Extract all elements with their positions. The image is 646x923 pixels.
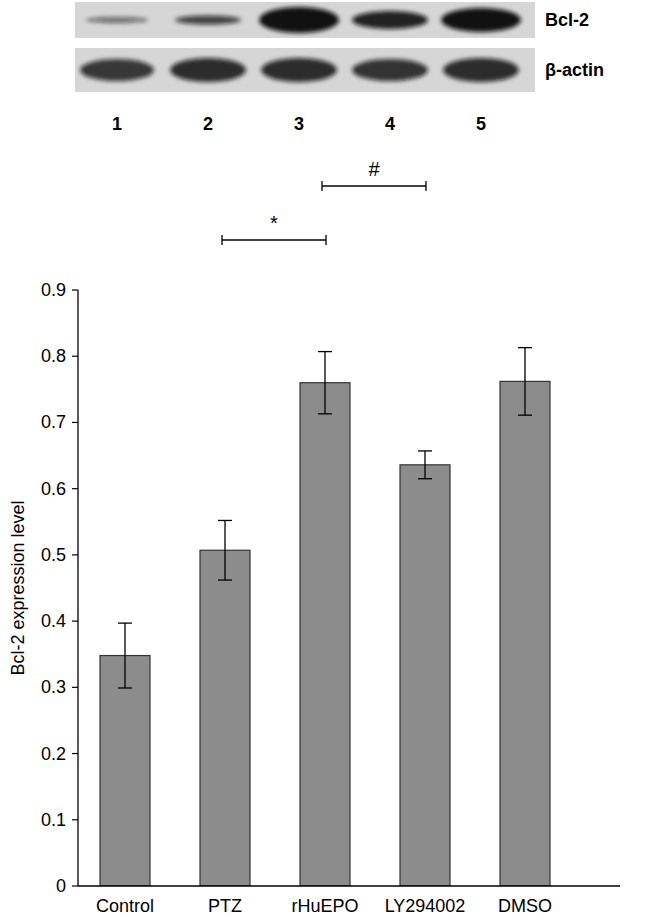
y-tick-label: 0.5 bbox=[41, 545, 66, 565]
blot-row-label: Bcl-2 bbox=[545, 10, 589, 30]
bar bbox=[500, 381, 550, 886]
error-line bbox=[224, 520, 225, 580]
significance-marker: * bbox=[270, 212, 278, 234]
y-axis-label: Bcl-2 expression level bbox=[8, 500, 28, 675]
y-tick-label: 0.3 bbox=[41, 677, 66, 697]
error-cap bbox=[318, 413, 332, 414]
error-line bbox=[124, 623, 125, 688]
error-line bbox=[424, 451, 425, 479]
blot-bands bbox=[80, 58, 519, 82]
y-tick-label: 0.7 bbox=[41, 412, 66, 432]
y-tick bbox=[72, 753, 78, 754]
significance-bracket-end bbox=[321, 181, 322, 191]
significance-bracket-end bbox=[325, 235, 326, 245]
lane-label: 3 bbox=[294, 114, 304, 134]
bar bbox=[200, 550, 250, 886]
y-tick bbox=[72, 356, 78, 357]
y-tick-label: 0 bbox=[56, 876, 66, 896]
y-tick-label: 0.6 bbox=[41, 479, 66, 499]
significance-bracket-end bbox=[425, 181, 426, 191]
lane-label: 4 bbox=[385, 114, 395, 134]
blot-strip bbox=[75, 48, 535, 92]
error-bar bbox=[218, 520, 232, 580]
error-line bbox=[524, 348, 525, 416]
bar bbox=[400, 465, 450, 886]
x-tick-label: Control bbox=[96, 896, 154, 916]
error-cap bbox=[418, 478, 432, 479]
blot-band bbox=[352, 59, 428, 81]
y-tick-label: 0.2 bbox=[41, 744, 66, 764]
y-tick bbox=[72, 621, 78, 622]
y-tick-label: 0.9 bbox=[41, 280, 66, 300]
blot-band bbox=[259, 7, 339, 33]
y-tick-label: 0.1 bbox=[41, 810, 66, 830]
significance-marker: # bbox=[368, 158, 380, 180]
blot-band bbox=[441, 8, 521, 32]
error-bar bbox=[518, 348, 532, 416]
error-cap bbox=[518, 347, 532, 348]
error-cap bbox=[418, 450, 432, 451]
blot-band bbox=[443, 58, 519, 82]
bar bbox=[300, 383, 350, 886]
y-tick bbox=[72, 488, 78, 489]
blot-band bbox=[80, 59, 154, 81]
error-bar bbox=[118, 623, 132, 688]
lane-label: 2 bbox=[203, 114, 213, 134]
x-tick-label: DMSO bbox=[498, 896, 552, 916]
blot-band bbox=[352, 11, 428, 29]
x-tick-label: LY294002 bbox=[385, 896, 466, 916]
error-cap bbox=[118, 687, 132, 688]
blot-row-label: β-actin bbox=[545, 60, 604, 80]
error-cap bbox=[318, 351, 332, 352]
y-tick bbox=[72, 422, 78, 423]
error-line bbox=[324, 352, 325, 414]
y-tick bbox=[72, 819, 78, 820]
significance-bracket bbox=[222, 239, 326, 240]
y-tick bbox=[72, 554, 78, 555]
blot-band bbox=[86, 17, 148, 23]
blot-band bbox=[175, 16, 241, 25]
y-tick bbox=[72, 289, 78, 290]
y-tick-label: 0.8 bbox=[41, 346, 66, 366]
significance-bracket-end bbox=[221, 235, 222, 245]
x-axis bbox=[78, 885, 620, 886]
significance-bracket bbox=[322, 185, 426, 186]
bar bbox=[100, 656, 150, 886]
error-cap bbox=[218, 579, 232, 580]
lane-label: 1 bbox=[112, 114, 122, 134]
blot-band bbox=[261, 58, 337, 82]
blot-band bbox=[170, 58, 246, 82]
error-bar bbox=[418, 451, 432, 479]
figure: Bcl-2 β-actin 1 2 3 4 5 0 0.1 0.2 0.3 0.4 0.5 0.6 0.7 0… bbox=[0, 0, 646, 923]
error-bar bbox=[318, 352, 332, 414]
y-axis bbox=[77, 290, 78, 886]
bars bbox=[100, 348, 550, 886]
error-cap bbox=[518, 415, 532, 416]
y-tick bbox=[72, 687, 78, 688]
blot-strip bbox=[75, 2, 535, 38]
y-tick-label: 0.4 bbox=[41, 611, 66, 631]
y-tick bbox=[72, 885, 78, 886]
x-tick-label: rHuEPO bbox=[291, 896, 358, 916]
x-tick-label: PTZ bbox=[208, 896, 242, 916]
error-cap bbox=[218, 520, 232, 521]
error-cap bbox=[118, 622, 132, 623]
blot-bands bbox=[86, 7, 521, 33]
lane-label: 5 bbox=[476, 114, 486, 134]
